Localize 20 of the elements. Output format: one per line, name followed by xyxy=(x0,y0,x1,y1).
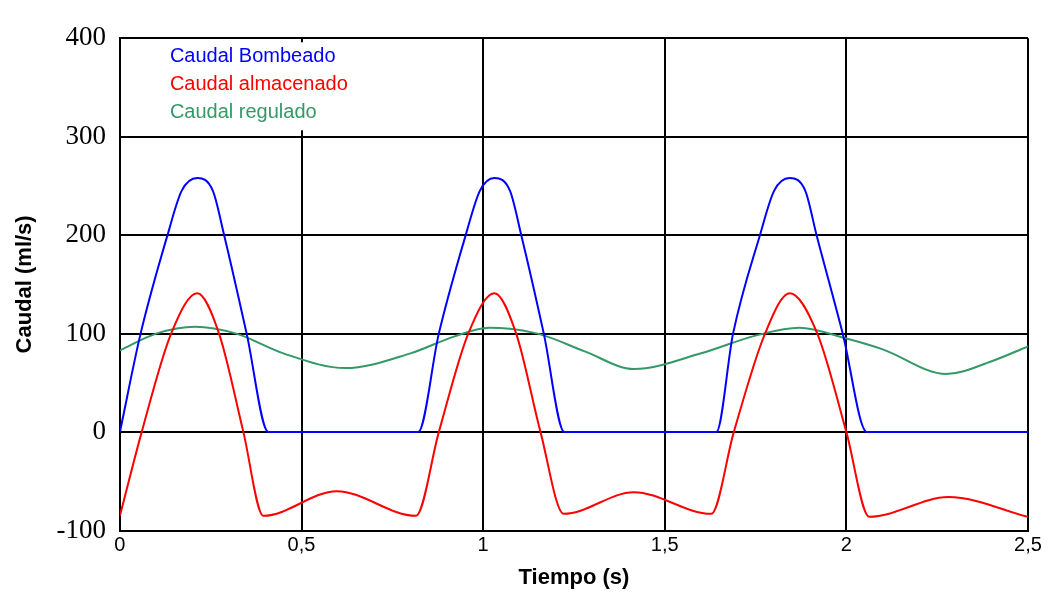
x-tick-label: 1 xyxy=(477,533,489,556)
y-axis-title: Caudal (ml/s) xyxy=(11,215,37,354)
line-series xyxy=(119,177,1028,434)
x-tick-label: 2,5 xyxy=(1014,533,1042,556)
text: Caudal Bombeado xyxy=(169,43,336,66)
line-series xyxy=(119,292,1028,518)
y-tick-label: 200 xyxy=(65,218,106,249)
y-tick-label: 100 xyxy=(65,316,106,347)
text: Caudal regulado xyxy=(169,99,317,122)
x-axis-title: Tiempo (s) xyxy=(518,563,630,589)
line-series xyxy=(119,325,1028,376)
y-tick-label: 400 xyxy=(65,21,106,52)
y-tick-label: -100 xyxy=(56,513,106,544)
x-tick-label: 0,5 xyxy=(287,533,316,556)
x-tick-label: 1,5 xyxy=(650,533,679,556)
text: Caudal almacenado xyxy=(169,71,348,94)
x-tick-label: 2 xyxy=(840,533,852,556)
x-tick-label: 0 xyxy=(114,533,126,556)
y-tick-label: 300 xyxy=(65,119,106,150)
y-tick-label: 0 xyxy=(92,415,106,446)
